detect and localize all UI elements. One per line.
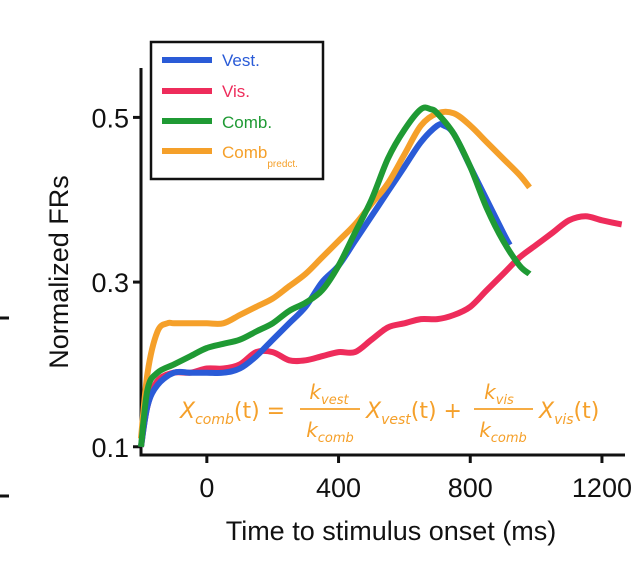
eq-frac1-den-k: k — [306, 418, 319, 442]
x-tick-label: 1200 — [572, 473, 631, 503]
eq-frac1-num: kvest — [309, 380, 349, 408]
series-group — [138, 104, 623, 448]
series-line-comb-predct — [138, 108, 532, 439]
legend-label-comb-predct-main: Comb — [222, 143, 267, 162]
legend-label-comb: Comb. — [222, 113, 272, 132]
x-tick-label: 400 — [316, 473, 361, 503]
eq-term2-sub: vis — [554, 412, 573, 428]
eq-term2: Xvis(t) — [538, 399, 599, 428]
eq-frac2-num-sub: vis — [496, 393, 514, 408]
eq-term1-sub: vest — [381, 412, 411, 428]
x-tick-label: 800 — [448, 473, 493, 503]
eq-frac1-den: kcomb — [306, 418, 354, 446]
y-tick-label: 0.1 — [91, 433, 129, 463]
eq-term2-var: X — [538, 399, 555, 424]
eq-lhs: Xcomb(t) = — [179, 399, 285, 428]
legend-box — [149, 40, 325, 181]
eq-lhs-arg: (t) = — [234, 399, 285, 424]
eq-frac2-num-k: k — [484, 380, 497, 404]
legend: Vest. Vis. Comb. Combpredct. — [149, 40, 325, 181]
x-tick-label: 0 — [199, 473, 214, 503]
x-ticks: 0 400 800 1200 — [199, 455, 631, 503]
series-line-comb — [138, 104, 532, 448]
eq-lhs-var: X — [179, 399, 196, 424]
eq-lhs-sub: comb — [195, 412, 234, 428]
legend-label-comb-predct: Combpredct. — [222, 143, 298, 170]
y-axis-title: Normalized FRs — [44, 175, 74, 369]
axes: 0.1 0.3 0.5 0 400 800 1200 — [91, 68, 631, 503]
series-line-vis — [138, 213, 623, 448]
legend-label-vis: Vis. — [222, 82, 250, 101]
eq-frac2-num: kvis — [484, 380, 514, 408]
y-tick-label: 0.5 — [91, 103, 129, 133]
y-ticks: 0.1 0.3 0.5 — [91, 103, 141, 463]
eq-term1: Xvest(t) + — [365, 399, 462, 428]
eq-term1-arg: (t) + — [411, 399, 462, 424]
equation-annotation: Xcomb(t) = kvest kcomb Xvest(t) + kvis k… — [179, 380, 599, 446]
eq-frac2-den-k: k — [479, 418, 492, 442]
y-tick-label: 0.3 — [91, 268, 129, 298]
x-axis-title: Time to stimulus onset (ms) — [226, 516, 557, 546]
eq-term2-arg: (t) — [574, 399, 600, 424]
legend-label-comb-predct-sub: predct. — [267, 159, 298, 170]
eq-frac1-den-sub: comb — [318, 431, 354, 446]
legend-label-vest: Vest. — [222, 51, 260, 70]
eq-frac2-den-sub: comb — [491, 431, 527, 446]
eq-frac2-den: kcomb — [479, 418, 527, 446]
eq-frac1-num-sub: vest — [321, 393, 349, 408]
eq-term1-var: X — [365, 399, 382, 424]
eq-frac1-num-k: k — [309, 380, 322, 404]
